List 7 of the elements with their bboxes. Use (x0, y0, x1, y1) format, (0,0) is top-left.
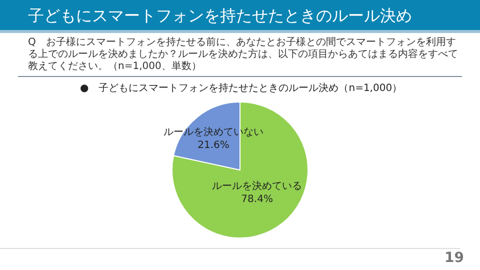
text: 19 (444, 250, 464, 266)
data-label: 21.6% (198, 140, 230, 152)
slice-label: ルールを決めている (212, 180, 302, 192)
data-label: 78.4% (241, 194, 273, 206)
text: ● 子どもにスマートフォンを持たせたときのルール決め（n=1,000） (80, 82, 402, 95)
chart-title: 子どもにスマートフォンを持たせたときのルール決め (28, 6, 412, 27)
chart-subtitle: Q お子様にスマートフォンを持たせる前に、あなたとお子様との間でスマートフォンを利用する上でのルールを決めましたか？ルールを決めた方は、以下の項目からあてはまる内容をすべて教えてください。（n=1,000、単数） (28, 37, 458, 73)
